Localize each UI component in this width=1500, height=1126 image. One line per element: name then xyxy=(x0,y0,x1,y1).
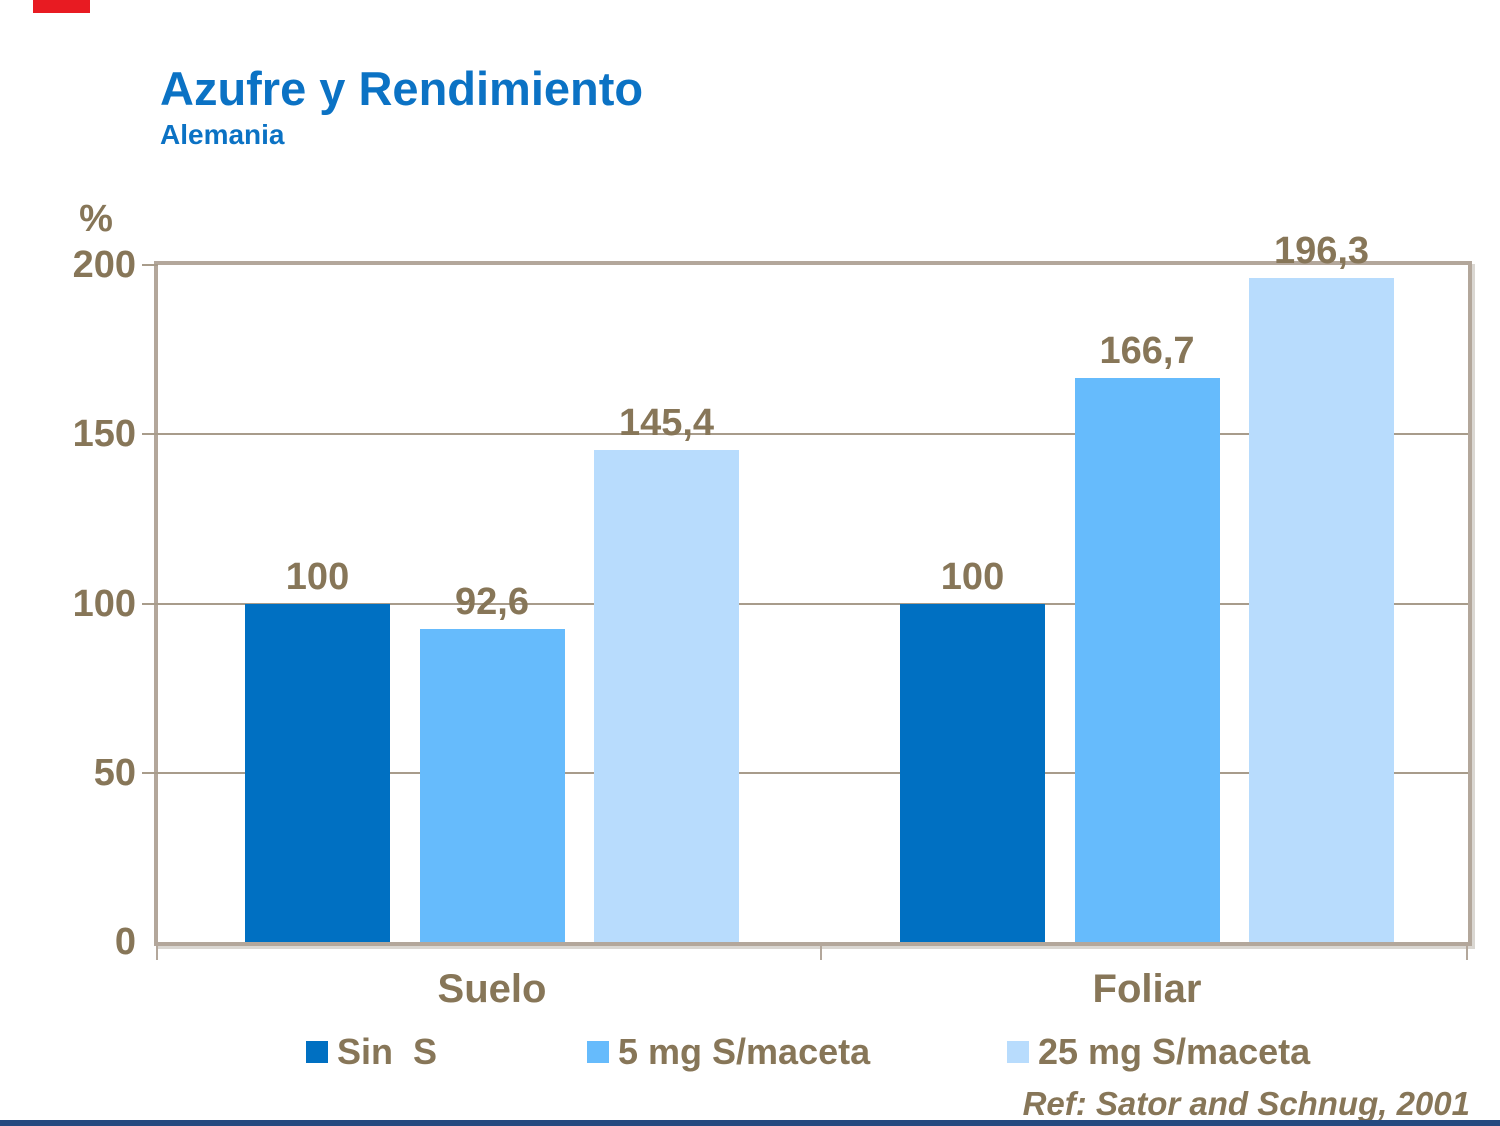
y-tick-label: 50 xyxy=(93,751,136,794)
y-tick-mark xyxy=(142,771,158,774)
plot-area xyxy=(154,261,1472,946)
reference-text: Ref: Sator and Schnug, 2001 xyxy=(1022,1085,1470,1122)
y-tick-label: 200 xyxy=(72,244,136,286)
top-left-accent-bar xyxy=(33,0,90,13)
bar xyxy=(1249,277,1394,942)
bar xyxy=(900,603,1045,942)
bar-value-label: 92,6 xyxy=(455,580,529,623)
gridline xyxy=(158,602,1468,605)
bar xyxy=(245,603,390,942)
bar xyxy=(419,628,565,942)
y-tick-mark xyxy=(142,264,158,266)
legend-swatch xyxy=(306,1041,328,1063)
y-axis-unit-label: % xyxy=(79,198,113,240)
legend-swatch xyxy=(1007,1041,1029,1063)
bar-value-label: 145,4 xyxy=(618,401,715,444)
legend-label: Sin S xyxy=(337,1031,438,1072)
y-tick-mark xyxy=(142,602,158,605)
chart-subtitle: Alemania xyxy=(160,119,285,150)
legend-item: Sin S xyxy=(306,1030,437,1074)
y-tick-label: 0 xyxy=(114,921,136,963)
bar-value-label: 100 xyxy=(940,555,1005,598)
x-tick-mark xyxy=(156,946,158,960)
bar-value-label: 100 xyxy=(285,555,350,598)
bottom-border-line xyxy=(0,1120,1500,1126)
y-tick-label: 150 xyxy=(72,413,136,456)
bar-value-label: 196,3 xyxy=(1273,229,1370,272)
bar-value-label: 166,7 xyxy=(1099,329,1195,372)
gridline xyxy=(158,433,1468,436)
legend-swatch xyxy=(587,1041,609,1063)
legend-label: 5 mg S/maceta xyxy=(618,1031,871,1072)
x-tick-mark xyxy=(820,946,822,960)
y-tick-label: 100 xyxy=(72,582,136,625)
chart-title: Azufre y Rendimiento xyxy=(160,62,644,115)
x-axis-category-label: Suelo xyxy=(437,967,547,1011)
legend-item: 25 mg S/maceta xyxy=(1007,1030,1310,1074)
x-axis-category-label: Foliar xyxy=(1092,967,1202,1011)
y-tick-mark xyxy=(142,433,158,436)
gridline xyxy=(158,771,1468,774)
bar xyxy=(1074,377,1220,942)
legend-item: 5 mg S/maceta xyxy=(587,1030,870,1074)
legend-label: 25 mg S/maceta xyxy=(1038,1031,1311,1072)
bar xyxy=(594,449,739,942)
x-tick-mark xyxy=(1466,946,1468,960)
